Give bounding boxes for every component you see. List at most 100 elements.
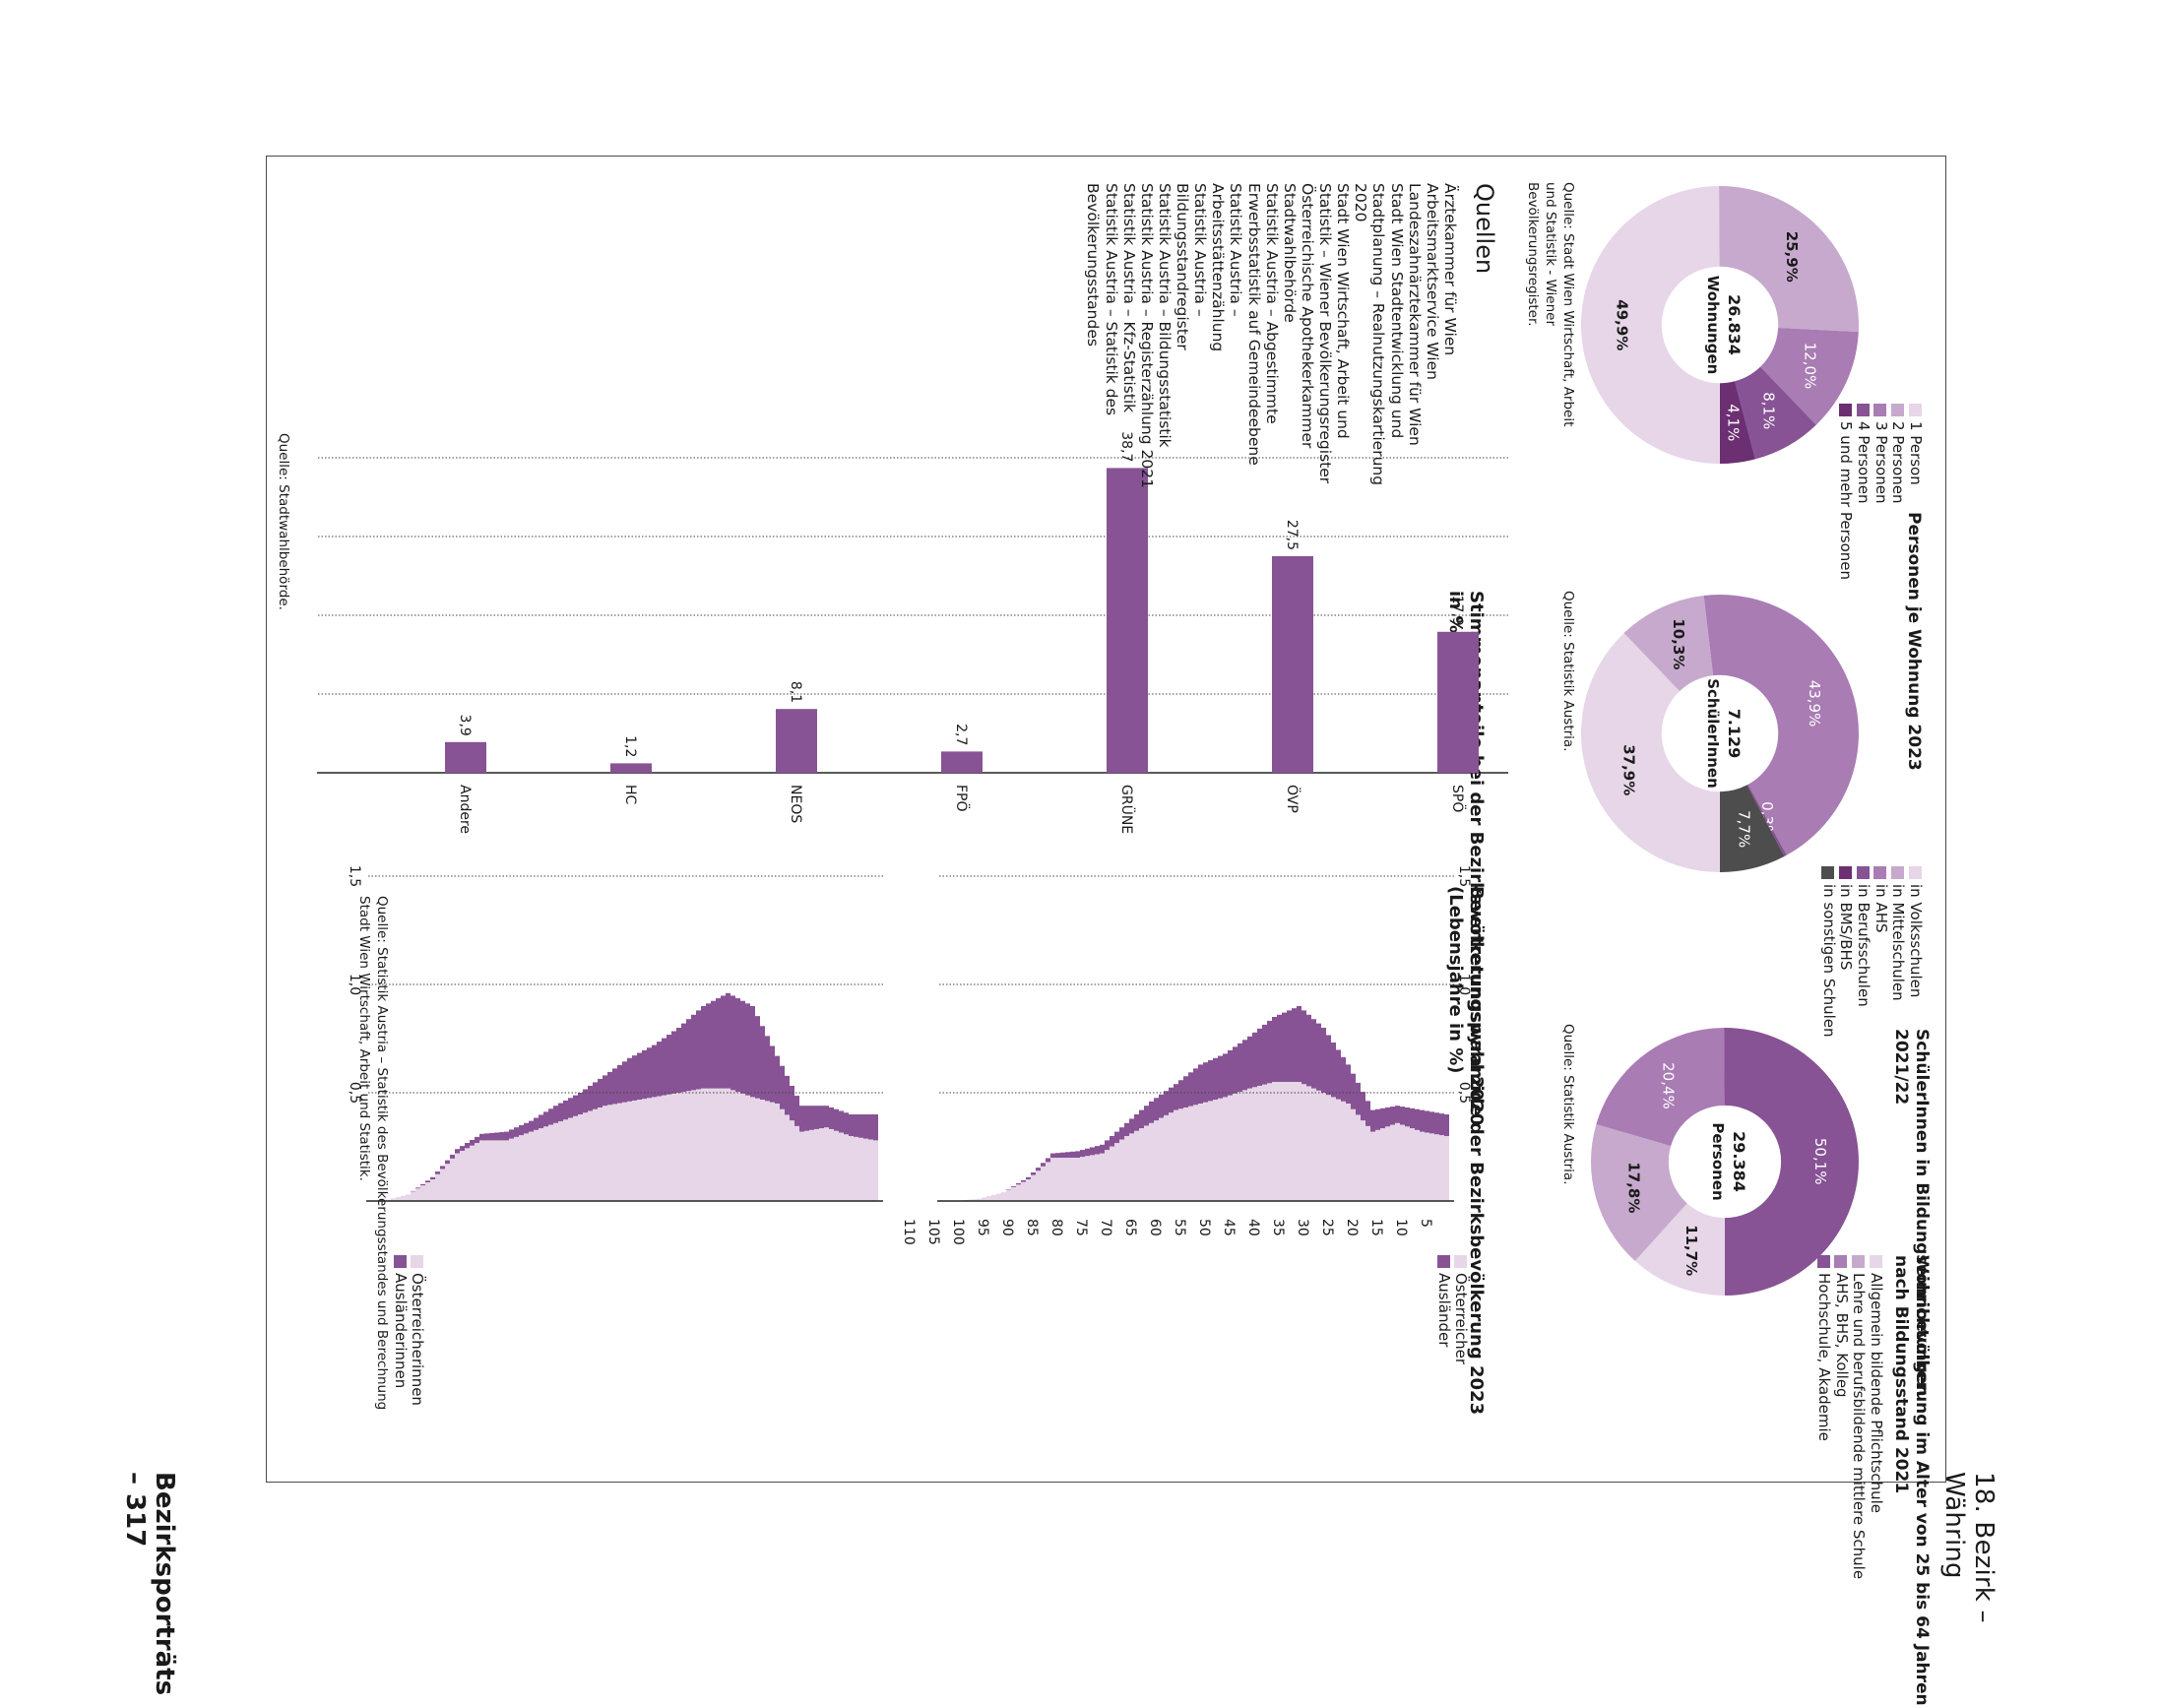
pyramid-bar-male-foreign bbox=[1095, 1146, 1100, 1154]
pyramid-bar-female-foreign bbox=[696, 1010, 701, 1089]
pyramid-bar-male-foreign bbox=[1316, 1024, 1321, 1091]
pyramid-bar-male-austrian bbox=[1100, 1154, 1105, 1201]
pyramid-bar-female-foreign bbox=[622, 1061, 627, 1102]
legend-label: 1 Person bbox=[1906, 421, 1924, 485]
legend-item: in Volksschulen bbox=[1906, 866, 1924, 1038]
pyramid-age-label: 85 bbox=[1024, 1219, 1040, 1236]
pyramid-bar-female-austrian bbox=[420, 1185, 425, 1201]
pyramid-bar-male-foreign bbox=[1410, 1108, 1415, 1128]
source-education: Quelle: Statistik Austria. bbox=[1559, 1024, 1577, 1184]
pyramid-bar-female-austrian bbox=[849, 1136, 854, 1201]
pyramid-bar-male-austrian bbox=[1420, 1132, 1425, 1201]
pyramid-bar-male-austrian bbox=[1375, 1130, 1380, 1201]
pyramid-bar-female-foreign bbox=[642, 1050, 647, 1099]
pyramid-bar-female-foreign bbox=[514, 1127, 519, 1137]
pyramid-bar-male-foreign bbox=[1055, 1153, 1060, 1158]
pyramid-bar-female-foreign bbox=[790, 1086, 794, 1120]
pyramid-bar-female-foreign bbox=[553, 1106, 558, 1123]
pyramid-bar-female-foreign bbox=[794, 1096, 799, 1126]
pyramid-bar-male-austrian bbox=[1356, 1114, 1361, 1201]
pyramid-bar-male-austrian bbox=[1316, 1091, 1321, 1201]
pyramid-bar-female-foreign bbox=[765, 1036, 770, 1101]
pyramid-bar-male-foreign bbox=[1415, 1109, 1420, 1130]
pyramid-bar-male-foreign bbox=[1282, 1013, 1287, 1082]
pyramid-tick-label: 1,5 bbox=[347, 865, 362, 887]
pyramid-bar-female-austrian bbox=[401, 1196, 406, 1201]
population-pyramid: 1,51,00,50,51,01,55101520253035404550556… bbox=[228, 886, 1508, 1477]
pyramid-bar-female-austrian bbox=[686, 1091, 691, 1201]
pyramid-bar-female-foreign bbox=[603, 1075, 607, 1106]
pyramid-bar-male-foreign bbox=[1356, 1083, 1361, 1115]
page-header: Bezirksporträts – 317 bbox=[120, 1472, 179, 1695]
bar-category-label: ÖVP bbox=[1284, 785, 1301, 813]
quellen-item: Arbeitsmarktservice Wien bbox=[1424, 183, 1441, 488]
pyramid-bar-male-austrian bbox=[1169, 1112, 1174, 1201]
pyramid-bar-female-foreign bbox=[735, 998, 740, 1092]
bar bbox=[1272, 556, 1313, 773]
pie-slice-label: 43,9% bbox=[1806, 680, 1823, 727]
legend-swatch bbox=[1891, 404, 1904, 416]
pie-center-value: 29.384 bbox=[1730, 1131, 1748, 1192]
pyramid-bar-male-foreign bbox=[1085, 1149, 1090, 1156]
pyramid-bar-male-austrian bbox=[1193, 1105, 1198, 1201]
pyramid-bar-female-foreign bbox=[647, 1047, 652, 1098]
pyramid-bar-male-austrian bbox=[1444, 1136, 1449, 1201]
legend-label: Lehre und berufsbildende mittlere Schule bbox=[1850, 1273, 1868, 1579]
pyramid-bar-male-foreign bbox=[1297, 1006, 1301, 1082]
pyramid-bar-male-austrian bbox=[1415, 1130, 1420, 1201]
pyramid-bar-female-austrian bbox=[455, 1154, 460, 1201]
quellen-item: Landeszahnärztekammer für Wien bbox=[1406, 183, 1424, 488]
pyramid-bar-female-austrian bbox=[548, 1125, 553, 1201]
pyramid-bar-female-foreign bbox=[529, 1121, 534, 1132]
pyramid-bar-female-austrian bbox=[632, 1101, 637, 1201]
pyramid-bar-male-austrian bbox=[1139, 1128, 1144, 1201]
pie-center-label: SchülerInnen bbox=[1704, 678, 1722, 789]
pyramid-bar-female-austrian bbox=[563, 1119, 568, 1201]
pyramid-bar-female-austrian bbox=[844, 1134, 849, 1201]
pyramid-bar-female-austrian bbox=[440, 1169, 445, 1201]
pyramid-bar-male-foreign bbox=[1119, 1127, 1124, 1139]
quellen-item: Stadt Wien Stadtentwicklung und Stadtpla… bbox=[1352, 183, 1405, 488]
pyramid-bar-female-austrian bbox=[740, 1094, 745, 1201]
pyramid-bar-male-austrian bbox=[1021, 1182, 1026, 1201]
pyramid-bar-male-foreign bbox=[1242, 1040, 1247, 1090]
pyramid-bar-male-austrian bbox=[1124, 1136, 1129, 1201]
legend-label: in Mittelschulen bbox=[1889, 884, 1907, 1001]
pyramid-bar-male-foreign bbox=[1016, 1183, 1021, 1184]
pyramid-bar-female-austrian bbox=[745, 1096, 750, 1201]
pyramid-bar-female-austrian bbox=[445, 1164, 450, 1201]
pyramid-bar-female-foreign bbox=[558, 1104, 563, 1121]
pyramid-bar-female-austrian bbox=[519, 1135, 524, 1201]
pyramid-bar-female-austrian bbox=[622, 1103, 627, 1201]
pyramid-bar-male-foreign bbox=[1306, 1015, 1311, 1087]
pie-slice-label: 20,4% bbox=[1659, 1062, 1677, 1109]
pyramid-bar-female-foreign bbox=[666, 1035, 671, 1095]
pyramid-bar-male-foreign bbox=[1213, 1058, 1218, 1100]
quellen-item: Statistik Austria – Registerzählung 2021 bbox=[1138, 183, 1156, 488]
legend-item: in Berufsschulen bbox=[1854, 866, 1872, 1038]
pyramid-bar-male-foreign bbox=[1193, 1068, 1198, 1105]
pyramid-bar-female-foreign bbox=[543, 1111, 548, 1126]
pyramid-bar-female-foreign bbox=[814, 1106, 819, 1129]
legend-item: 1 Person bbox=[1906, 404, 1924, 580]
pyramid-bar-female-austrian bbox=[524, 1133, 529, 1201]
pyramid-bar-male-foreign bbox=[1336, 1049, 1341, 1099]
pyramid-bar-male-foreign bbox=[1238, 1044, 1242, 1092]
pyramid-bar-male-austrian bbox=[1134, 1131, 1139, 1201]
quellen-item: Statistik Austria – Statistik des Bevölk… bbox=[1084, 183, 1119, 488]
pyramid-bar-female-foreign bbox=[632, 1055, 637, 1101]
legend-label: in sonstigen Schulen bbox=[1819, 884, 1837, 1038]
source-election: Quelle: Stadtwahlbehörde. bbox=[275, 433, 292, 610]
pyramid-bar-female-foreign bbox=[839, 1110, 844, 1132]
pyramid-bar-female-foreign bbox=[425, 1180, 430, 1182]
pyramid-bar-male-foreign bbox=[1439, 1113, 1444, 1135]
pyramid-bar-male-austrian bbox=[1365, 1126, 1370, 1201]
pyramid-age-label: 70 bbox=[1098, 1219, 1113, 1236]
legend-swatch bbox=[1870, 1255, 1882, 1268]
pyramid-age-label: 60 bbox=[1147, 1219, 1163, 1236]
pyramid-bar-female-foreign bbox=[780, 1066, 785, 1109]
pyramid-bar-female-austrian bbox=[514, 1137, 519, 1201]
pyramid-age-label: 35 bbox=[1270, 1219, 1286, 1236]
